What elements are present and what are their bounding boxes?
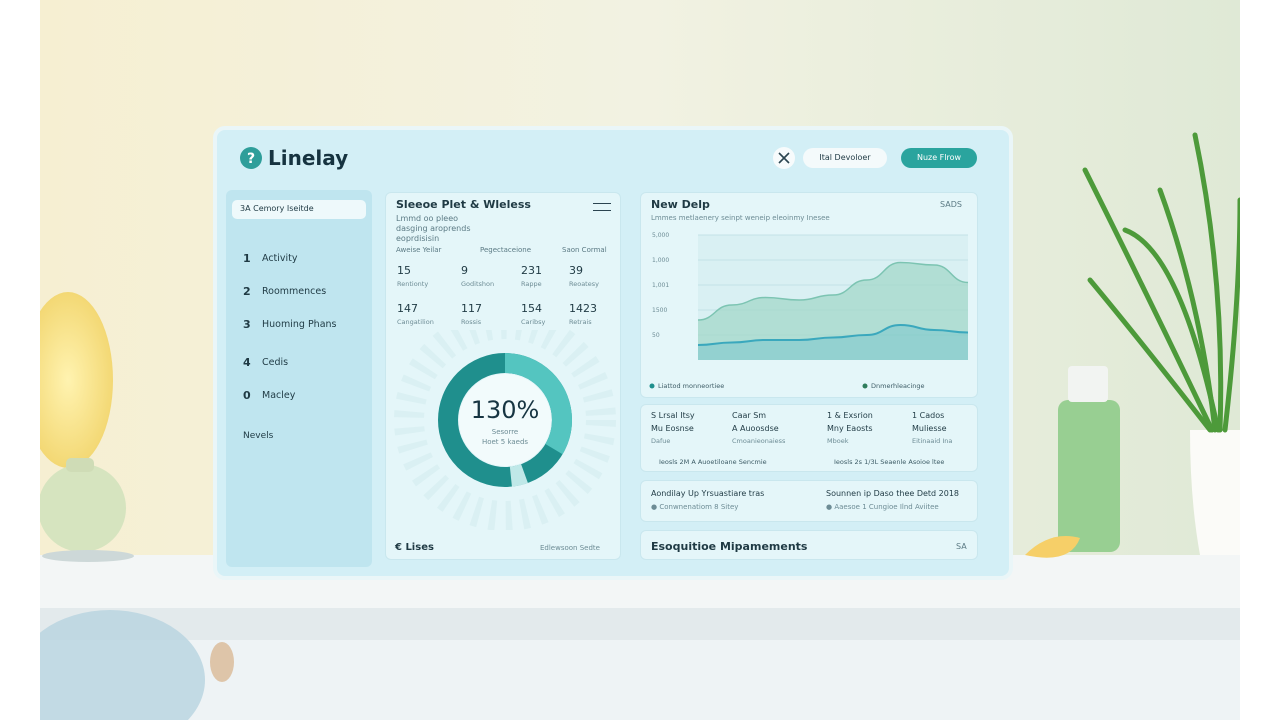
- info-panel: [640, 404, 978, 472]
- panel-title: Sleeoe Plet & Wleless: [396, 198, 531, 211]
- stat-value: 15: [397, 264, 411, 277]
- info-line: Mny Eaosts: [827, 424, 873, 433]
- legend-label: Dnmerhleacinge: [871, 382, 925, 390]
- nav-number[interactable]: 3: [243, 318, 251, 331]
- info-line: Eitinaaid Ina: [912, 437, 953, 445]
- stat-label: Rossis: [461, 318, 482, 326]
- info-line: Mboek: [827, 437, 849, 445]
- text: Aaesoe 1 Cungioe Ilnd Aviitee: [834, 503, 939, 511]
- column-header: Pegectaceione: [480, 246, 532, 254]
- line: [697, 261, 969, 321]
- area: [698, 262, 968, 360]
- detail-title: Aondilay Up Yrsuastiare tras: [651, 489, 765, 498]
- footer-link[interactable]: Edlewsoon Sedte: [540, 544, 600, 552]
- panel-title: New Delp: [651, 198, 710, 211]
- y-tick-label: 1500: [652, 307, 667, 314]
- stat-value: 9: [461, 264, 468, 277]
- area: [698, 325, 968, 360]
- info-title: S Lrsal Itsy: [651, 411, 695, 420]
- panel-title: Esoquitioe Mipamements: [651, 540, 808, 553]
- nav-label[interactable]: Macley: [262, 390, 296, 401]
- button[interactable]: Nuze Flrow: [916, 153, 962, 162]
- panel-subtitle: Lmmd oo pleeo dasging aroprends eoprdisi…: [396, 214, 471, 243]
- donut: [394, 330, 616, 530]
- badge: SA: [956, 542, 967, 551]
- info-title: 1 & Exsrion: [827, 411, 873, 420]
- info-line: A Auoosdse: [732, 424, 779, 433]
- donut-label: Sesorre: [491, 428, 519, 436]
- y-tick-label: 50: [652, 332, 660, 339]
- stat-value: 117: [461, 302, 482, 315]
- nav-number[interactable]: 2: [243, 285, 251, 298]
- info-line: Muliesse: [912, 424, 947, 433]
- stat-value: 1423: [569, 302, 597, 315]
- detail-panel: [640, 480, 978, 522]
- search[interactable]: 3A Cemory Iseitde: [240, 204, 314, 213]
- legend-label: Liattod monneortiee: [658, 382, 724, 390]
- panel-subtitle: Lmmes metlaenery seinpt weneip eleoinmy …: [651, 214, 830, 222]
- line: [697, 323, 969, 346]
- y-tick-label: 1,000: [652, 257, 669, 264]
- info-title: 1 Cados: [912, 411, 945, 420]
- text: Conwnenatiom 8 Sitey: [659, 503, 739, 511]
- stat-label: Rappe: [521, 280, 542, 288]
- nav-footer[interactable]: Nevels: [243, 431, 274, 441]
- stat-label: Rentionty: [397, 280, 429, 288]
- legend-swatch: [649, 383, 655, 389]
- detail-note: ● Aaesoe 1 Cungioe Ilnd Aviitee: [826, 503, 939, 511]
- stat-label: Goditshon: [461, 280, 495, 288]
- stat-label: Caribsy: [521, 318, 546, 326]
- chart: 50 1500 1,001 1,000 5,000 Liattod monneortiee…: [649, 232, 969, 390]
- column-header: Aweise Yeilar: [396, 246, 442, 254]
- nav-number[interactable]: 0: [243, 389, 251, 402]
- legend-swatch: [862, 383, 868, 389]
- logo: Linelay: [268, 146, 349, 170]
- menu-icon[interactable]: [593, 203, 611, 211]
- donut-sublabel: Hoet 5 kaeds: [481, 438, 529, 446]
- column-header: Saon Cormal: [562, 246, 607, 254]
- y-tick-label: 5,000: [652, 232, 669, 239]
- svg-text:?: ?: [247, 151, 255, 167]
- nav-label[interactable]: Huoming Phans: [262, 319, 337, 330]
- stat-label: Retrais: [569, 318, 592, 326]
- nav-number[interactable]: 1: [243, 252, 251, 265]
- stat-value: 39: [569, 264, 583, 277]
- info-title: Caar Sm: [732, 411, 767, 420]
- detail-note: ● Conwnenatiom 8 Sitey: [651, 503, 739, 511]
- info-line: Dafue: [651, 437, 671, 445]
- nav-number[interactable]: 4: [243, 356, 251, 369]
- stat-label: Reoatesy: [569, 280, 599, 288]
- footer-link[interactable]: € Lises: [395, 542, 434, 553]
- info-line: Cmoanieonaiess: [732, 437, 786, 445]
- stat-label: Cangatilion: [397, 318, 434, 326]
- nav-label[interactable]: Roommences: [262, 286, 327, 297]
- stat-value: 154: [521, 302, 542, 315]
- info-line: Mu Eosnse: [651, 424, 694, 433]
- stat-value: 147: [397, 302, 418, 315]
- donut-value: 130%: [470, 396, 540, 424]
- nav-label[interactable]: Activity: [262, 253, 298, 264]
- stat-value: 231: [521, 264, 542, 277]
- info-note: Ieosls 2M A Auoetiloane Sencmie: [659, 458, 767, 466]
- button[interactable]: Ital Devoloer: [819, 153, 871, 162]
- badge: SADS: [940, 200, 962, 209]
- detail-title: Sounnen ip Daso thee Detd 2018: [826, 489, 960, 498]
- nav-label[interactable]: Cedis: [262, 357, 289, 368]
- y-tick-label: 1,001: [652, 282, 669, 289]
- info-note: Ieosls 2s 1/3L Seaenle Asoioe ltee: [834, 458, 945, 466]
- requirements-panel: [640, 530, 978, 560]
